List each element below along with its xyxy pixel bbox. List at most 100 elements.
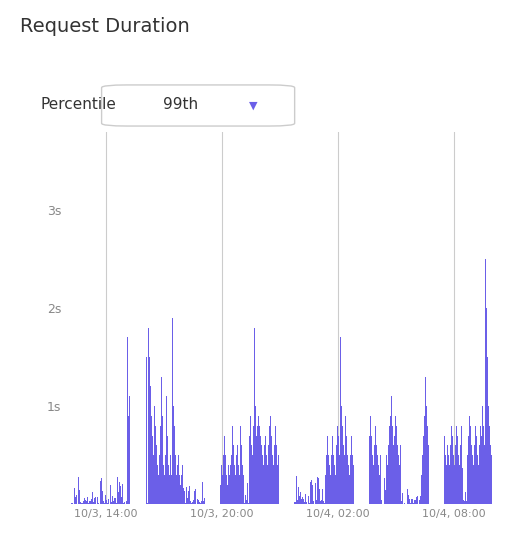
Bar — [97, 497, 98, 504]
Bar — [432, 376, 433, 504]
Bar — [468, 436, 469, 504]
Bar — [264, 446, 265, 504]
Bar — [177, 465, 178, 504]
Bar — [106, 500, 107, 504]
Bar — [249, 436, 250, 504]
Bar — [289, 489, 290, 504]
Bar — [320, 501, 321, 504]
Bar — [128, 338, 129, 504]
Bar — [438, 446, 439, 504]
Bar — [72, 503, 73, 504]
Bar — [275, 426, 276, 504]
Bar — [284, 502, 285, 504]
Text: Request Duration: Request Duration — [20, 17, 190, 36]
Bar — [248, 503, 249, 504]
Bar — [300, 492, 301, 504]
Bar — [217, 501, 218, 504]
Bar — [235, 475, 236, 504]
Bar — [324, 503, 325, 504]
Bar — [231, 455, 232, 504]
Bar — [163, 465, 164, 504]
Bar — [312, 485, 313, 504]
Bar — [162, 416, 163, 504]
Bar — [178, 455, 179, 504]
Bar — [282, 502, 283, 504]
Bar — [101, 478, 102, 504]
Bar — [176, 475, 177, 504]
Bar — [437, 436, 438, 504]
Bar — [182, 465, 183, 504]
Bar — [103, 501, 104, 504]
Bar — [100, 481, 101, 504]
Bar — [322, 489, 323, 504]
Bar — [294, 502, 295, 504]
Bar — [187, 498, 188, 504]
Bar — [390, 416, 391, 504]
Bar — [287, 493, 288, 504]
Bar — [121, 497, 122, 504]
Bar — [167, 436, 168, 504]
Bar — [461, 426, 462, 504]
Bar — [230, 465, 231, 504]
Bar — [262, 455, 263, 504]
Bar — [246, 500, 247, 504]
Bar — [102, 491, 103, 504]
Bar — [290, 496, 291, 504]
Bar — [392, 426, 393, 504]
Bar — [463, 500, 464, 504]
Bar — [74, 488, 75, 504]
Bar — [310, 482, 311, 504]
Bar — [304, 503, 305, 504]
Bar — [267, 465, 268, 504]
Bar — [111, 502, 112, 504]
Bar — [484, 446, 485, 504]
Bar — [388, 446, 389, 504]
Bar — [325, 475, 326, 504]
Bar — [490, 446, 491, 504]
Bar — [455, 446, 456, 504]
Bar — [305, 494, 306, 504]
Bar — [452, 436, 453, 504]
Bar — [221, 475, 223, 504]
Bar — [110, 486, 111, 504]
Bar — [186, 487, 187, 504]
Bar — [443, 436, 444, 504]
Bar — [296, 476, 297, 504]
Bar — [80, 503, 81, 504]
Bar — [107, 503, 108, 504]
Bar — [265, 436, 266, 504]
Bar — [334, 465, 335, 504]
Bar — [82, 503, 83, 504]
Bar — [394, 436, 395, 504]
Bar — [185, 503, 186, 504]
Bar — [323, 501, 324, 504]
Bar — [476, 436, 477, 504]
Bar — [477, 455, 478, 504]
Bar — [327, 436, 328, 504]
Bar — [402, 493, 403, 504]
Bar — [341, 406, 342, 504]
Bar — [169, 475, 170, 504]
Bar — [335, 475, 336, 504]
Bar — [336, 446, 337, 504]
Bar — [83, 501, 84, 504]
Bar — [117, 477, 118, 504]
Bar — [408, 495, 409, 504]
Bar — [126, 501, 128, 504]
Bar — [385, 490, 386, 504]
Bar — [460, 446, 461, 504]
Bar — [429, 455, 430, 504]
Bar — [225, 455, 226, 504]
Bar — [98, 503, 99, 504]
Bar — [480, 426, 481, 504]
Bar — [474, 446, 475, 504]
Bar — [448, 455, 449, 504]
Bar — [467, 455, 468, 504]
Bar — [281, 496, 282, 504]
Bar — [251, 446, 252, 504]
Bar — [94, 499, 95, 504]
Bar — [462, 467, 463, 504]
Bar — [459, 465, 460, 504]
Bar — [398, 455, 399, 504]
Bar — [308, 496, 309, 504]
